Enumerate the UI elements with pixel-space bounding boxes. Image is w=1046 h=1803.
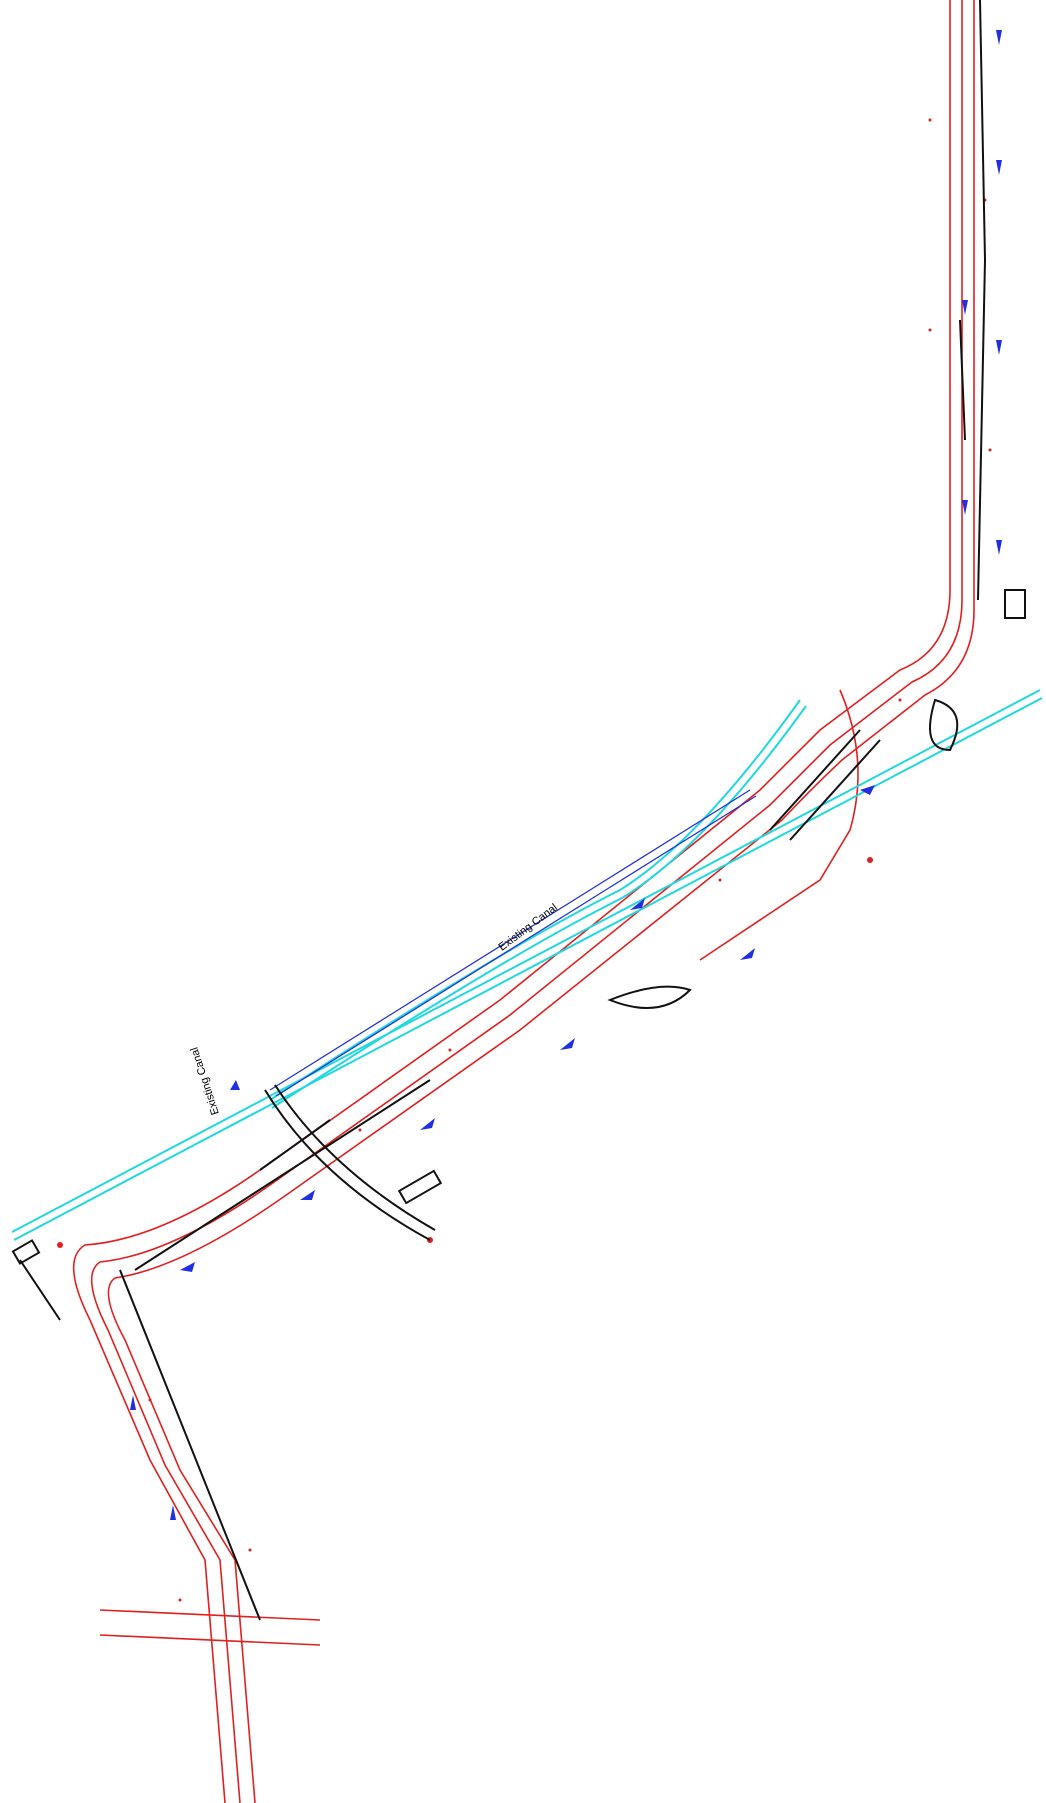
canal xyxy=(11,689,1043,1241)
structures xyxy=(11,0,1026,1621)
road-alignment xyxy=(72,0,975,1803)
flow-arrows xyxy=(130,30,1002,1520)
survey-points xyxy=(57,118,992,1602)
canal-outline xyxy=(269,789,757,1097)
canal-label: Existing Canal xyxy=(189,1046,222,1117)
